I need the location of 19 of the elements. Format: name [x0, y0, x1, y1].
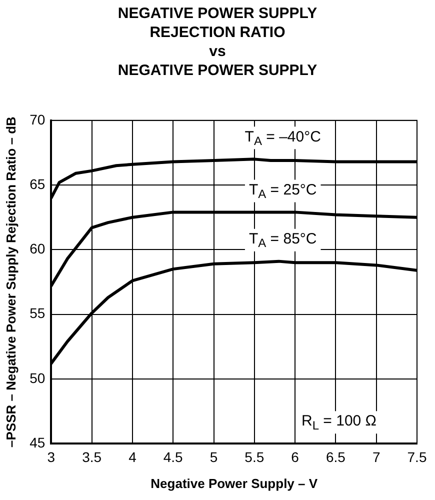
y-tick-label: 45 [30, 434, 46, 450]
x-tick-label: 3 [47, 448, 56, 465]
x-tick-label: 5.5 [244, 448, 264, 465]
y-tick-label: 60 [30, 240, 46, 257]
y-tick-label: 65 [30, 176, 46, 192]
x-tick-label: 4 [128, 448, 137, 465]
y-tick-label: 70 [30, 111, 46, 128]
y-axis-title: –PSSR – Negative Power Supply Rejection Ratio – dB [3, 116, 18, 448]
x-tick-label: 5 [210, 448, 218, 465]
x-tick-label: 3.5 [82, 448, 102, 465]
x-tick-label: 6 [291, 448, 300, 465]
y-tick-label: 55 [30, 305, 46, 322]
x-tick-label: 4.5 [163, 448, 184, 465]
x-tick-label: 7 [372, 448, 380, 465]
x-tick-label: 6.5 [326, 448, 346, 465]
chart-title: NEGATIVE POWER SUPPLY REJECTION RATIO vs NEGATIVE POWER SUPPLY [116, 4, 318, 81]
x-tick-label: 7.5 [407, 448, 427, 465]
y-tick-label: 50 [30, 370, 46, 386]
x-axis-title: Negative Power Supply – V [150, 476, 318, 491]
